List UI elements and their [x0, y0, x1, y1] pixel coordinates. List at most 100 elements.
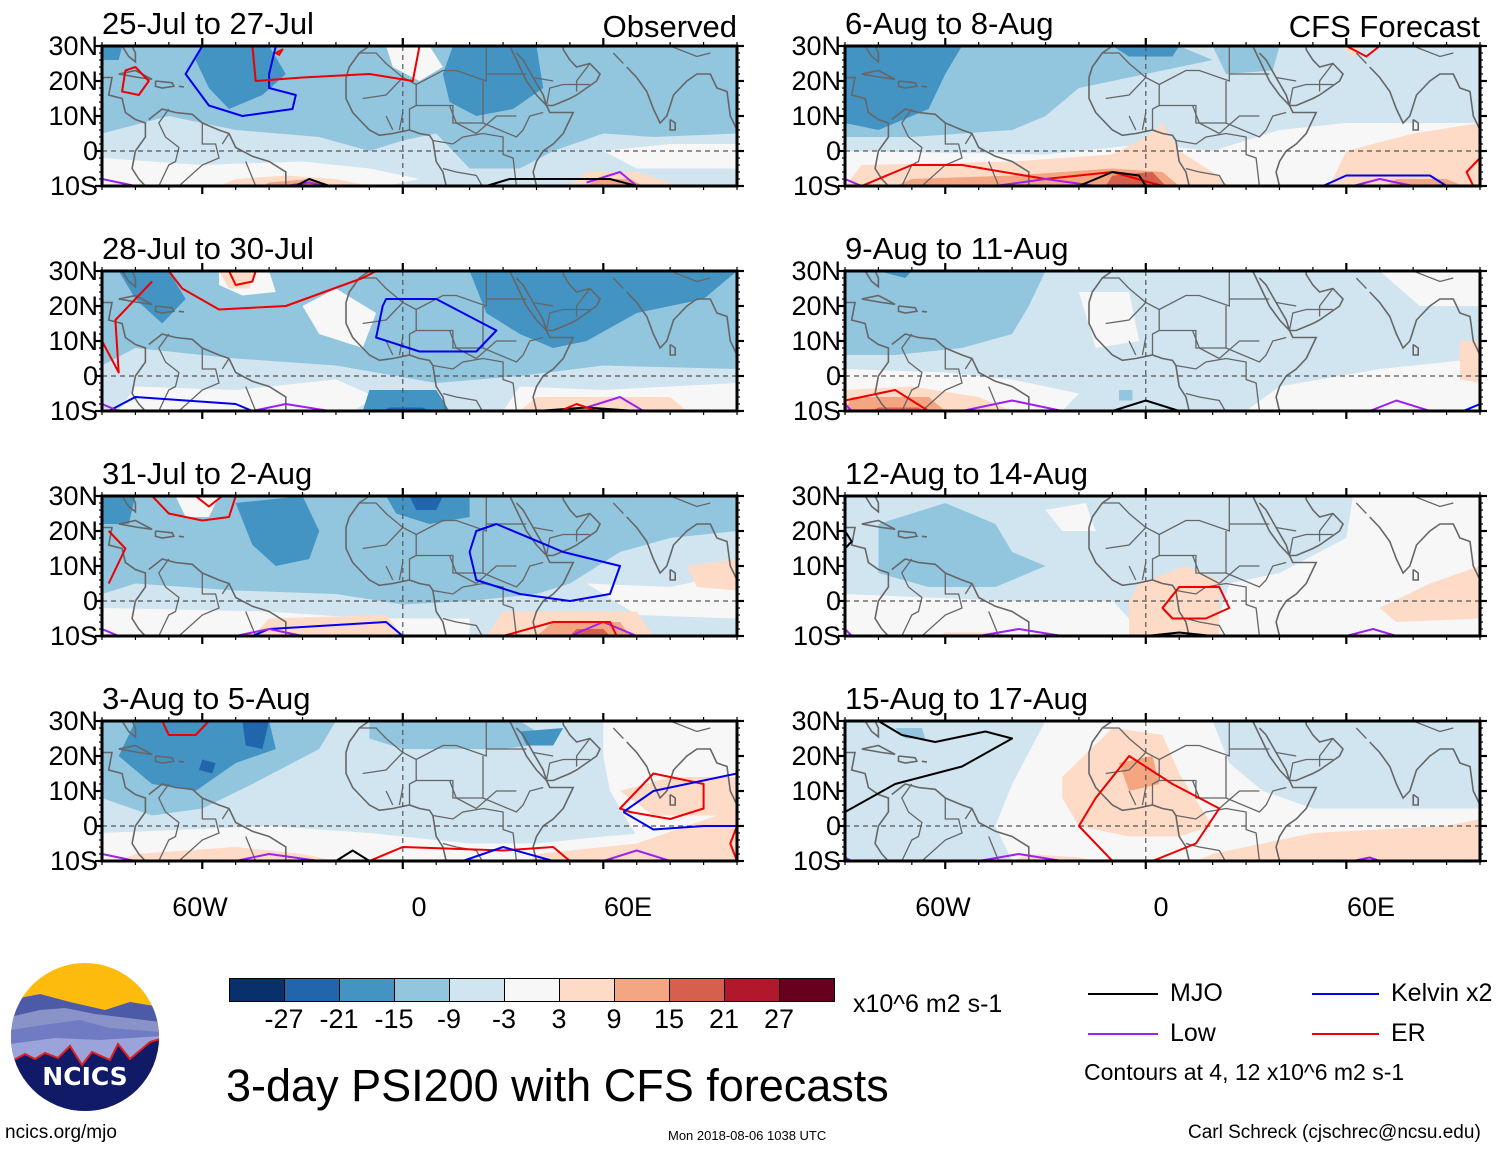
country-border — [482, 786, 544, 813]
footer-url[interactable]: ncics.org/mjo — [5, 1122, 117, 1143]
country-border — [432, 132, 518, 186]
country-border — [1355, 727, 1367, 739]
country-border — [475, 340, 517, 359]
country-border — [158, 783, 180, 861]
colorbar-swatch — [394, 978, 450, 1002]
lat-label: 30N — [48, 706, 98, 736]
coastline — [669, 343, 676, 356]
coastline — [102, 721, 137, 739]
anomaly-shade-neg3 — [235, 496, 320, 566]
coastline — [118, 744, 153, 756]
coastline — [102, 301, 147, 411]
coastline — [515, 496, 601, 557]
colorbar-tick-label: -9 — [436, 1004, 461, 1034]
contour-er — [1161, 586, 1231, 620]
coastline — [102, 271, 137, 289]
anomaly-shade-neg4 — [198, 759, 216, 774]
anomaly-shade-pos1 — [1329, 123, 1480, 186]
colorbar-tick-label: -3 — [491, 1004, 516, 1034]
coastline — [1412, 568, 1419, 581]
country-border — [221, 583, 230, 595]
country-border — [385, 115, 394, 131]
footer-credit: Carl Schreck (cjschrec@ncsu.edu) — [1188, 1122, 1481, 1143]
anomaly-shade-neg3 — [1112, 46, 1180, 57]
lat-label: 30N — [48, 256, 98, 286]
country-border — [901, 783, 923, 861]
coastline — [148, 108, 287, 186]
lat-label: 10N — [791, 776, 841, 806]
coastline — [178, 760, 184, 763]
contour-low — [235, 853, 320, 861]
country-border — [178, 798, 220, 861]
anomaly-shade-zero — [102, 158, 420, 186]
country-border — [1218, 340, 1260, 359]
anomaly-shade-neg1 — [845, 46, 1347, 155]
country-border — [612, 52, 624, 64]
country-border — [1185, 167, 1227, 186]
lat-label: 0 — [82, 136, 98, 166]
contour-kelvin — [468, 523, 621, 602]
psi200-map — [838, 38, 1487, 194]
contour-er — [1465, 157, 1480, 186]
legend-swatch-er — [1312, 1033, 1379, 1035]
contour-mjo — [295, 178, 330, 186]
anomaly-shade-neg3 — [519, 728, 564, 746]
coastline — [549, 860, 552, 861]
country-border — [1151, 779, 1160, 805]
legend-swatch-mjo — [1088, 993, 1158, 995]
psi200-map — [838, 488, 1487, 644]
anomaly-shade-zero — [118, 379, 377, 411]
colorbar-swatch — [779, 978, 835, 1002]
contour-er — [729, 825, 737, 861]
anomaly-shade-pos1 — [219, 271, 256, 289]
coastline — [1258, 721, 1344, 782]
coastline — [102, 751, 147, 861]
country-border — [482, 111, 544, 138]
contour-low — [1346, 628, 1397, 636]
coastline — [897, 305, 919, 314]
logo-graphic: NCICS — [11, 963, 159, 1111]
coastline — [154, 530, 176, 539]
lat-label: 0 — [825, 136, 841, 166]
colorbar-swatch — [504, 978, 560, 1002]
country-border — [475, 565, 517, 584]
coastline — [921, 85, 927, 88]
coastline — [1369, 291, 1480, 356]
psi200-map — [95, 713, 744, 869]
ncics-logo: NCICS — [10, 962, 160, 1112]
contour-mjo — [335, 849, 370, 861]
colorbar-tick-label: 15 — [653, 1004, 685, 1034]
panel-source-tag: CFS Forecast — [1288, 9, 1480, 44]
lat-label: 0 — [82, 811, 98, 841]
lat-label: 10N — [48, 101, 98, 131]
lat-label: 30N — [791, 706, 841, 736]
lat-label: 20N — [791, 516, 841, 546]
anomaly-shade-zero — [386, 46, 443, 81]
lat-label: 30N — [791, 31, 841, 61]
lon-label-60w: 60W — [172, 892, 228, 922]
coastline — [861, 519, 896, 531]
country-border — [1141, 112, 1147, 131]
contour-er — [369, 846, 571, 861]
lat-label: 0 — [82, 586, 98, 616]
lat-label: 10N — [791, 551, 841, 581]
country-border — [385, 340, 394, 356]
country-border — [964, 133, 973, 145]
anomaly-shade-zero — [175, 496, 219, 517]
anomaly-shade-pos1 — [1195, 819, 1480, 861]
country-border — [1128, 115, 1137, 131]
country-border — [1141, 562, 1147, 581]
coastline — [921, 760, 927, 763]
anomaly-shade-neg1 — [845, 721, 1046, 861]
country-border — [1225, 786, 1287, 813]
country-border — [1288, 758, 1333, 781]
anomaly-shade-neg2 — [1119, 390, 1133, 401]
lat-label: 10S — [792, 396, 841, 426]
country-border — [1175, 582, 1261, 636]
colorbar-swatch — [229, 978, 285, 1002]
coastline — [148, 783, 287, 861]
country-border — [245, 386, 257, 411]
coastline — [1088, 46, 1113, 78]
contour-kelvin — [108, 396, 253, 411]
country-border — [1191, 105, 1220, 135]
